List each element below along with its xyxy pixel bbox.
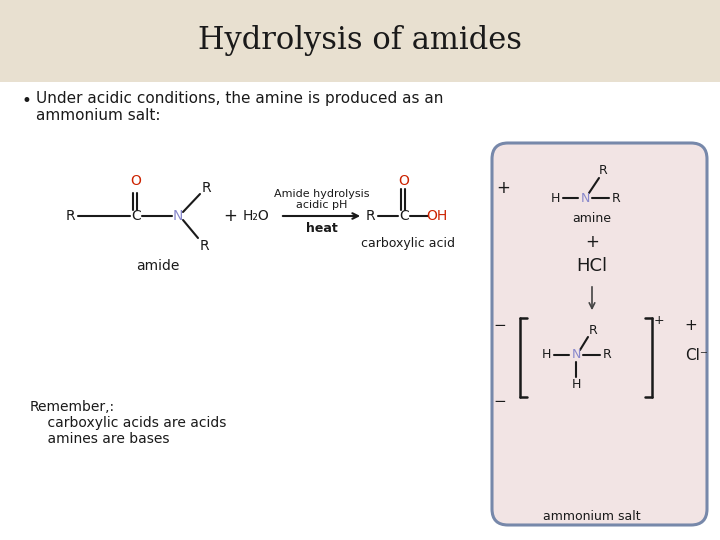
Text: R: R: [603, 348, 611, 361]
Text: N: N: [571, 348, 581, 361]
Text: ammonium salt: ammonium salt: [543, 510, 641, 523]
Text: R: R: [201, 181, 211, 195]
Text: Hydrolysis of amides: Hydrolysis of amides: [198, 25, 522, 57]
Text: carboxylic acid: carboxylic acid: [361, 238, 455, 251]
Text: R: R: [598, 165, 608, 178]
Text: Amide hydrolysis: Amide hydrolysis: [274, 189, 369, 199]
Text: ammonium salt:: ammonium salt:: [36, 108, 161, 123]
Text: H₂O: H₂O: [243, 209, 269, 223]
Text: Remember,:: Remember,:: [30, 400, 115, 414]
Text: amines are bases: amines are bases: [30, 432, 169, 446]
Text: amine: amine: [572, 212, 611, 225]
Text: OH: OH: [426, 209, 448, 223]
Text: O: O: [399, 174, 410, 188]
Text: amide: amide: [136, 259, 180, 273]
Text: R: R: [66, 209, 75, 223]
Text: •: •: [22, 92, 32, 110]
Text: +: +: [223, 207, 237, 225]
Text: H: H: [571, 379, 581, 392]
FancyBboxPatch shape: [0, 0, 720, 82]
Text: H: H: [550, 192, 559, 205]
Text: O: O: [130, 174, 141, 188]
Text: H: H: [541, 348, 551, 361]
Text: R: R: [199, 239, 209, 253]
Text: acidic pH: acidic pH: [296, 200, 347, 210]
Text: heat: heat: [305, 222, 338, 235]
Text: +: +: [685, 319, 698, 334]
Text: −: −: [494, 319, 506, 334]
Text: R: R: [611, 192, 621, 205]
Text: +: +: [654, 314, 665, 327]
Text: C: C: [399, 209, 409, 223]
Text: N: N: [173, 209, 183, 223]
Text: R: R: [589, 323, 598, 336]
Text: N: N: [580, 192, 590, 205]
Text: R: R: [365, 209, 375, 223]
Text: −: −: [494, 395, 506, 409]
Text: Under acidic conditions, the amine is produced as an: Under acidic conditions, the amine is pr…: [36, 91, 444, 106]
Text: +: +: [496, 179, 510, 197]
Text: HCl: HCl: [577, 257, 608, 275]
Text: Cl⁻: Cl⁻: [685, 348, 708, 362]
Text: carboxylic acids are acids: carboxylic acids are acids: [30, 416, 226, 430]
Text: +: +: [585, 233, 599, 251]
FancyBboxPatch shape: [492, 143, 707, 525]
Text: C: C: [131, 209, 141, 223]
